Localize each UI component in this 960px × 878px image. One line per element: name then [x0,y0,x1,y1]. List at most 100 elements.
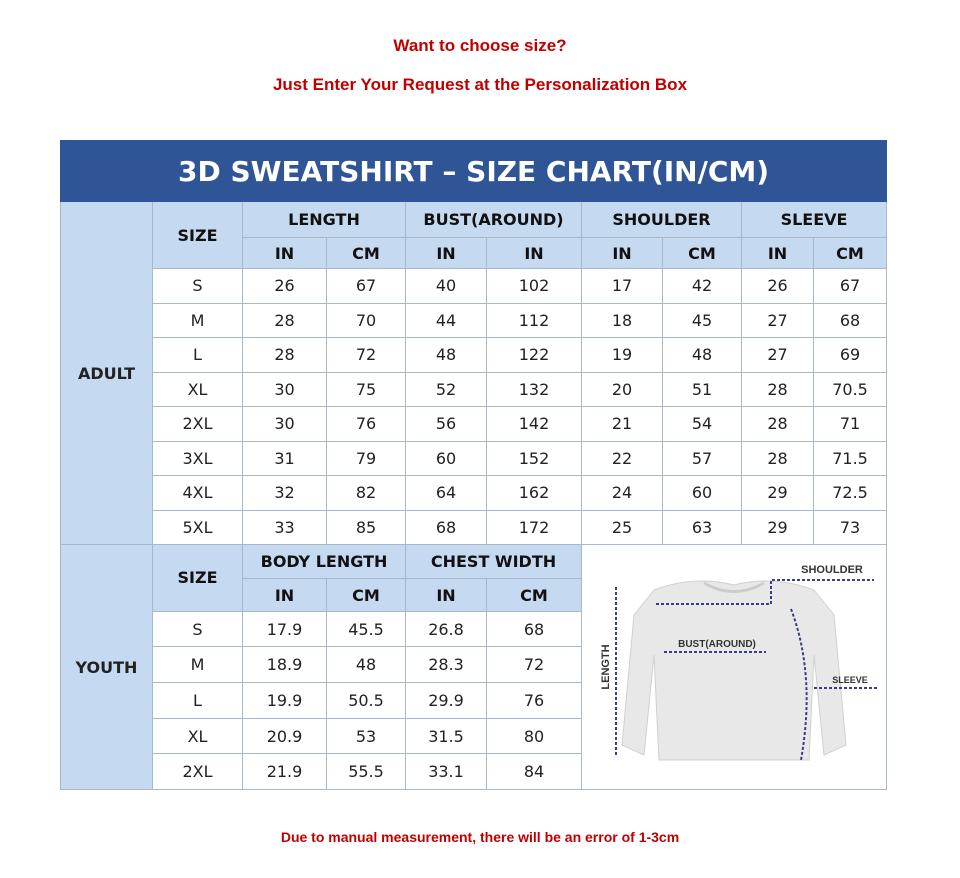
measurement-cell: 54 [662,406,742,442]
measurement-cell: 29 [741,475,814,511]
measurement-cell: 45.5 [326,610,406,648]
measurement-cell: 44 [405,302,487,338]
measurement-cell: 72 [326,337,406,373]
measurement-cell: 33.1 [405,753,487,790]
measurement-cell: 48 [405,337,487,373]
measurement-cell: 69 [812,337,888,373]
measurement-cell: 31.5 [405,717,487,755]
unit-header: IN [405,237,487,269]
measurement-cell: 52 [405,371,487,407]
measurement-cell: 102 [486,268,582,304]
column-group-header: LENGTH [242,201,406,238]
table-row: S 17.9 45.5 26.8 68 [61,610,887,648]
column-group-header: BUST(AROUND) [405,201,582,238]
measurement-cell: 142 [486,406,582,442]
measurement-cell: 27 [741,337,814,373]
table-row: XL 30 75 52 132 20 51 28 70.5 [61,371,888,407]
table-row: M 18.9 48 28.3 72 [61,646,887,684]
measurement-cell: 57 [662,440,742,476]
table-row: L 19.9 50.5 29.9 76 [61,682,887,719]
measurement-cell: 48 [326,646,406,684]
size-cell: S [152,610,243,648]
column-group-header: SLEEVE [740,201,888,238]
size-cell: 2XL [152,406,243,442]
measurement-cell: 21 [581,406,663,442]
column-group-header: BODY LENGTH [242,543,406,580]
measurement-cell: 132 [486,371,582,407]
chart-title: 3D SWEATSHIRT – SIZE CHART(IN/CM) [59,140,888,202]
personalization-note: Just Enter Your Request at the Personali… [272,75,688,94]
measurement-cell: 20 [581,371,663,407]
size-cell: M [152,646,243,684]
measurement-cell: 40 [405,268,487,304]
measurement-cell: 26.8 [405,610,487,648]
measurement-cell: 67 [812,268,888,304]
measurement-cell: 152 [486,440,582,476]
measurement-cell: 71.5 [812,440,888,476]
measurement-cell: 79 [326,440,406,476]
measurement-cell: 28 [741,406,814,442]
unit-header: IN [741,237,814,269]
measurement-cell: 56 [405,406,487,442]
measurement-cell: 28 [242,302,327,338]
measurement-cell: 30 [242,406,327,442]
measurement-cell: 19.9 [242,682,327,719]
measurement-cell: 18.9 [242,646,327,684]
sleeve-label: SLEEVE [832,675,868,685]
table-row: 4XL 32 82 64 162 24 60 29 72.5 [61,475,888,511]
measurement-cell: 33 [242,509,327,545]
measurement-cell: 31 [242,440,327,476]
table-row: 2XL 21.9 55.5 33.1 84 [61,753,887,790]
shoulder-label: SHOULDER [801,564,863,576]
table-row: 3XL 31 79 60 152 22 57 28 71.5 [61,440,888,476]
measurement-cell: 25 [581,509,663,545]
measurement-cell: 64 [405,475,487,511]
unit-header: CM [486,578,582,612]
measurement-cell: 45 [662,302,742,338]
size-cell: XL [152,717,243,755]
size-cell: XL [152,371,243,407]
measurement-cell: 67 [326,268,406,304]
measurement-cell: 28 [242,337,327,373]
unit-header: IN [486,237,582,269]
size-cell: 2XL [152,753,243,790]
measurement-cell: 22 [581,440,663,476]
unit-header: CM [326,578,406,612]
measurement-cell: 29 [741,509,814,545]
unit-header: IN [242,578,327,612]
column-group-header: SHOULDER [581,201,742,238]
measurement-cell: 60 [405,440,487,476]
size-cell: L [152,682,243,719]
measurement-cell: 172 [486,509,582,545]
measurement-cell: 50.5 [326,682,406,719]
measurement-cell: 72 [486,646,582,684]
measurement-cell: 71 [812,406,888,442]
measurement-cell: 18 [581,302,663,338]
measurement-cell: 42 [662,268,742,304]
measurement-cell: 27 [741,302,814,338]
adult-label: ADULT [60,201,153,545]
measurement-error-note: Due to manual measurement, there will be… [280,829,680,845]
measurement-cell: 112 [486,302,582,338]
size-header: SIZE [152,201,243,269]
length-label: LENGTH [600,644,612,689]
table-row: M 28 70 44 112 18 45 27 68 [61,302,888,338]
table-row: 5XL 33 85 68 172 25 63 29 73 [61,509,888,545]
measurement-cell: 26 [741,268,814,304]
bust-label: BUST(AROUND) [678,639,756,650]
size-cell: 5XL [152,509,243,545]
choose-size-note: Want to choose size? [393,36,567,55]
measurement-cell: 29.9 [405,682,487,719]
measurement-cell: 75 [326,371,406,407]
unit-header: CM [812,237,888,269]
measurement-cell: 26 [242,268,327,304]
table-row: S 26 67 40 102 17 42 26 67 [61,268,888,304]
measurement-cell: 30 [242,371,327,407]
size-cell: 3XL [152,440,243,476]
measurement-cell: 51 [662,371,742,407]
measurement-cell: 162 [486,475,582,511]
unit-header: CM [662,237,742,269]
measurement-cell: 24 [581,475,663,511]
unit-header: CM [326,237,406,269]
measurement-cell: 80 [486,717,582,755]
